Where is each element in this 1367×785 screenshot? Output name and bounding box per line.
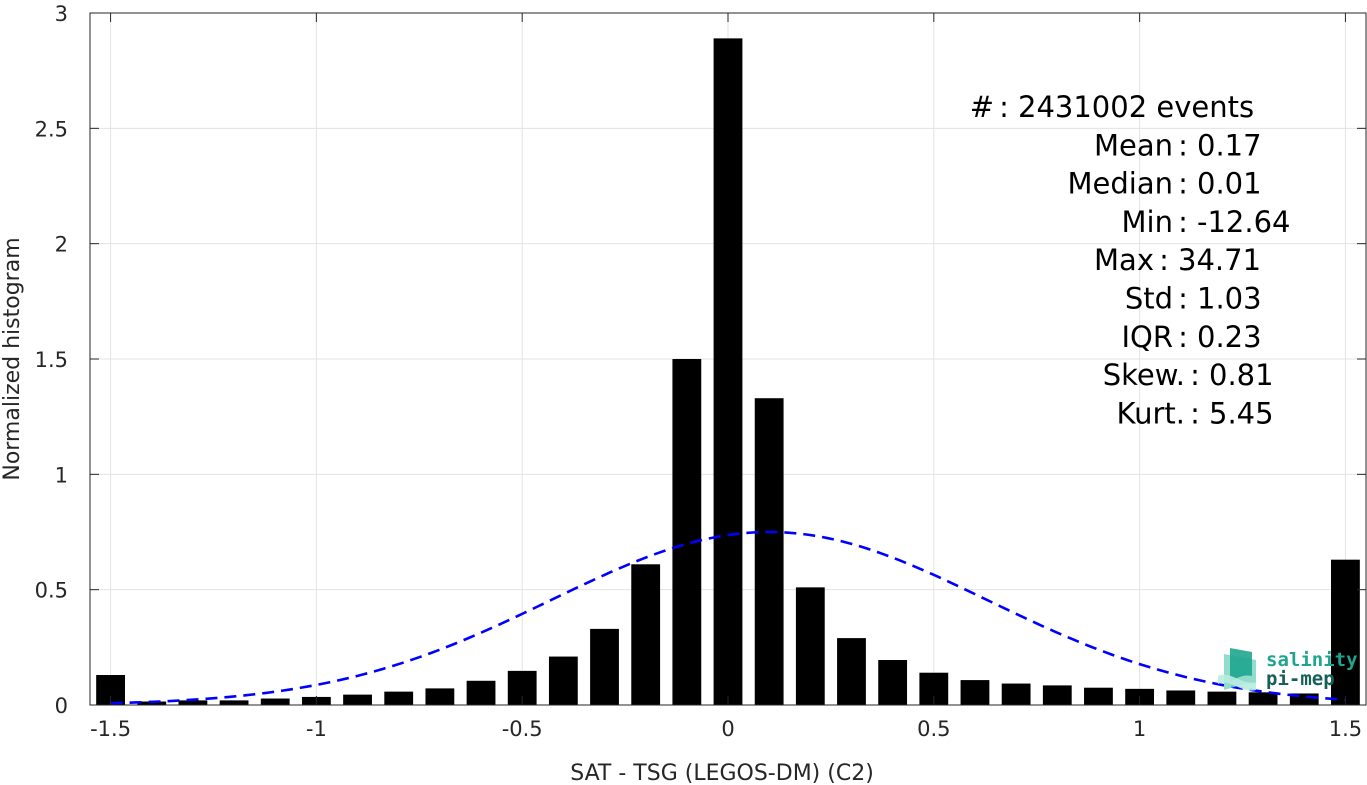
x-tick-label: 1.5 [1329,717,1362,741]
x-tick-label: 1 [1133,717,1146,741]
histogram-bar [590,628,619,705]
stat-separator: : [1178,282,1188,316]
stat-value: 1.03 [1197,282,1262,316]
stat-value: 0.23 [1197,320,1262,354]
histogram-bar [425,688,455,705]
stat-label: Std [1125,282,1173,316]
logo-text-pi-mep: pi-mep [1266,668,1335,690]
salinity-pi-mep-logo: salinity pi-mep [1218,648,1358,691]
histogram-bar [960,680,990,705]
stat-value: 0.81 [1209,358,1274,392]
normal-fit-curve [110,530,1346,705]
histogram-bars [96,38,1360,705]
stat-separator: : [1178,167,1188,201]
histogram-bar [343,694,372,705]
stat-separator: : [999,90,1009,124]
stat-label: Max [1094,243,1154,277]
stat-value: 2431002 events [1018,90,1254,124]
x-tick-label: -1 [306,717,327,741]
histogram-bar [219,700,249,705]
y-axis-ticks: 0 0.5 1 1.5 2 2.5 3 [35,2,1366,718]
stat-separator: : [1178,205,1188,239]
histogram-bar [631,564,661,705]
histogram-bar [713,38,743,705]
histogram-bar [548,656,578,705]
stat-value: 5.45 [1209,396,1274,430]
x-axis-ticks: -1.5 -1 -0.5 0 0.5 1 1.5 [90,13,1362,741]
stat-separator: : [1190,396,1200,430]
histogram-bar [1248,692,1278,705]
stat-label: IQR [1121,320,1173,354]
statistics-panel: # :2431002 eventsMean:0.17Median:0.01Min… [970,90,1291,430]
histogram-bar [878,660,908,705]
stat-separator: : [1178,128,1188,162]
y-tick-label: 0 [55,694,68,718]
histogram-bar [137,701,167,705]
x-tick-label: -1.5 [90,717,131,741]
histogram-bar [1084,687,1113,705]
x-tick-label: 0.5 [917,717,950,741]
histogram-bar [260,698,290,705]
y-tick-label: 0.5 [35,579,68,603]
x-axis-label: SAT - TSG (LEGOS-DM) (C2) [570,761,874,785]
histogram-bar [1207,691,1237,705]
histogram-bar [1042,685,1072,705]
logo-text-salinity: salinity [1266,649,1358,671]
histogram-bar [672,359,702,705]
stat-value: 0.17 [1197,128,1262,162]
histogram-bar [837,638,866,705]
y-tick-label: 1.5 [35,348,68,372]
stat-label: Kurt. [1117,396,1185,430]
x-tick-label: 0 [721,717,734,741]
histogram-bar [1001,683,1031,705]
stat-value: -12.64 [1197,205,1291,239]
y-axis-label: Normalized histogram [0,237,25,480]
stat-value: 34.71 [1178,243,1261,277]
y-tick-label: 2.5 [35,117,68,141]
stat-label: Skew. [1103,358,1185,392]
stat-label: Min [1122,205,1173,239]
histogram-bar [795,587,825,705]
stat-value: 0.01 [1197,167,1262,201]
histogram-bar [178,700,208,705]
stat-label: Mean [1094,128,1173,162]
histogram-bar [1289,693,1319,705]
stat-label: # [970,90,994,124]
stat-separator: : [1178,320,1188,354]
histogram-bar [1166,690,1196,705]
stat-label: Median [1068,167,1173,201]
stat-separator: : [1159,243,1169,277]
histogram-bar [1331,559,1360,705]
stat-separator: : [1190,358,1200,392]
x-tick-label: -0.5 [502,717,543,741]
y-tick-label: 1 [55,463,68,487]
histogram-bar [384,691,414,705]
y-tick-label: 3 [55,2,68,26]
histogram-bar [466,680,496,705]
histogram-bar [754,398,784,705]
y-tick-label: 2 [55,233,68,257]
